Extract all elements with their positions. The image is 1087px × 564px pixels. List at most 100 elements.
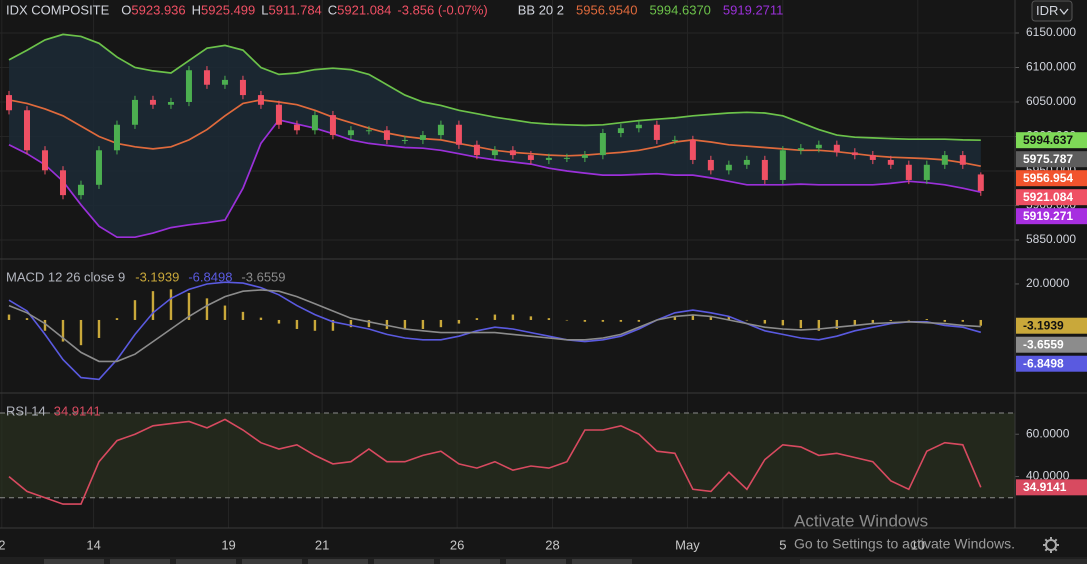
bottom-toolbar [0, 557, 1087, 564]
indicator-value: 5956.9540 [576, 2, 637, 17]
histogram-bar [25, 318, 29, 320]
toolbar-tab[interactable] [308, 559, 368, 564]
histogram-bar [511, 314, 515, 320]
price-badge: 34.9141 [1016, 479, 1087, 496]
toolbar-tab[interactable] [506, 559, 566, 564]
histogram-bar [943, 319, 947, 322]
dropdown-arrow [1059, 8, 1069, 16]
indicator-value: 5919.2711 [723, 2, 784, 17]
badge-label: 5919.271 [1023, 209, 1073, 223]
badge-label: 5975.787 [1023, 152, 1073, 166]
badge-label: -3.1939 [1023, 318, 1064, 332]
candle-body [977, 174, 984, 191]
histogram-bar [43, 319, 47, 331]
indicator-line [8, 289, 981, 363]
candle-body [923, 164, 930, 180]
candle-body [725, 164, 732, 171]
histogram-bar [475, 318, 479, 320]
band-fill [8, 34, 981, 238]
histogram-bar [115, 318, 119, 320]
toolbar-tab[interactable] [242, 559, 302, 564]
candle-body [473, 144, 480, 156]
y-tick-label: 6150.000 [1026, 25, 1076, 39]
indicator-line [8, 281, 982, 381]
histogram-bar [169, 289, 173, 320]
histogram-bar [7, 314, 11, 320]
candle-body [869, 155, 876, 160]
histogram-bar [313, 319, 317, 331]
histogram-bar [781, 319, 785, 326]
x-tick-label: 26 [450, 537, 464, 552]
histogram-bar [97, 319, 101, 338]
y-tick-label: 6100.000 [1026, 60, 1076, 74]
badge-label: 5921.084 [1023, 190, 1073, 204]
ohlc-value: 5923.936 [131, 2, 185, 17]
settings-icon[interactable] [1043, 537, 1059, 553]
watermark-title: Activate Windows [794, 511, 928, 530]
indicator-value: -3.6559 [241, 269, 285, 284]
candle-body [671, 139, 678, 141]
candle-body [329, 115, 336, 136]
histogram-bar [187, 292, 191, 320]
toolbar-tab[interactable] [440, 559, 500, 564]
histogram-bar [133, 300, 137, 320]
indicator-value: -6.8498 [188, 269, 232, 284]
candle-body [779, 150, 786, 180]
x-tick-label: 5 [779, 537, 786, 552]
candle-body [743, 159, 750, 165]
rsi-line [8, 418, 982, 505]
histogram-bar [799, 319, 803, 329]
histogram-bar [817, 319, 821, 331]
candle-body [275, 104, 282, 125]
candle-body [689, 139, 696, 160]
candle-body [653, 124, 660, 140]
badge-box [1016, 151, 1087, 168]
candle-body [509, 150, 516, 156]
candle-body [311, 115, 318, 131]
ohlc-key: L [261, 2, 268, 17]
y-tick-label: 60.0000 [1026, 426, 1070, 440]
currency-button[interactable] [1031, 0, 1073, 22]
histogram-bar [151, 291, 155, 320]
histogram-bar [457, 319, 461, 324]
histogram-bar [547, 318, 551, 320]
histogram-bar [259, 317, 263, 320]
candle-body [185, 70, 192, 102]
badge-box [1016, 208, 1087, 225]
histogram-bar [205, 298, 209, 320]
histogram-bar [223, 305, 227, 320]
histogram-bar [493, 314, 497, 320]
change-value: -3.856 (-0.07%) [397, 2, 487, 17]
candle-body [437, 124, 444, 136]
ohlc-value: 5925.499 [201, 2, 255, 17]
y-tick-label: 5850.000 [1026, 232, 1076, 246]
badge-box [1016, 170, 1087, 187]
histogram-bar [745, 319, 749, 321]
x-tick-label: May [675, 537, 700, 552]
histogram-bar [421, 319, 425, 329]
candle-body [797, 148, 804, 151]
candle-body [833, 144, 840, 153]
toolbar-tab[interactable] [572, 559, 632, 564]
toolbar-tab[interactable] [110, 559, 170, 564]
histogram-bar [763, 319, 767, 324]
histogram-bar [583, 319, 587, 322]
candle-body [5, 95, 12, 111]
x-tick-label: 28 [545, 537, 559, 552]
histogram-bar [367, 319, 371, 328]
indicator-value: -3.1939 [135, 269, 179, 284]
toolbar-tab[interactable] [176, 559, 236, 564]
indicator-title: RSI 14 [6, 403, 46, 418]
histogram-bar [619, 319, 623, 322]
toolbar-tab[interactable] [374, 559, 434, 564]
histogram-bar [403, 319, 407, 329]
candle-body [887, 159, 894, 165]
histogram-bar [295, 319, 299, 329]
histogram-bar [637, 319, 641, 322]
indicator-value: 34.9141 [54, 403, 101, 418]
toolbar-tab[interactable] [44, 559, 104, 564]
price-badge: -6.8498 [1016, 355, 1087, 372]
histogram-bar [349, 319, 353, 328]
candle-body [149, 99, 156, 105]
histogram-bar [727, 316, 731, 320]
